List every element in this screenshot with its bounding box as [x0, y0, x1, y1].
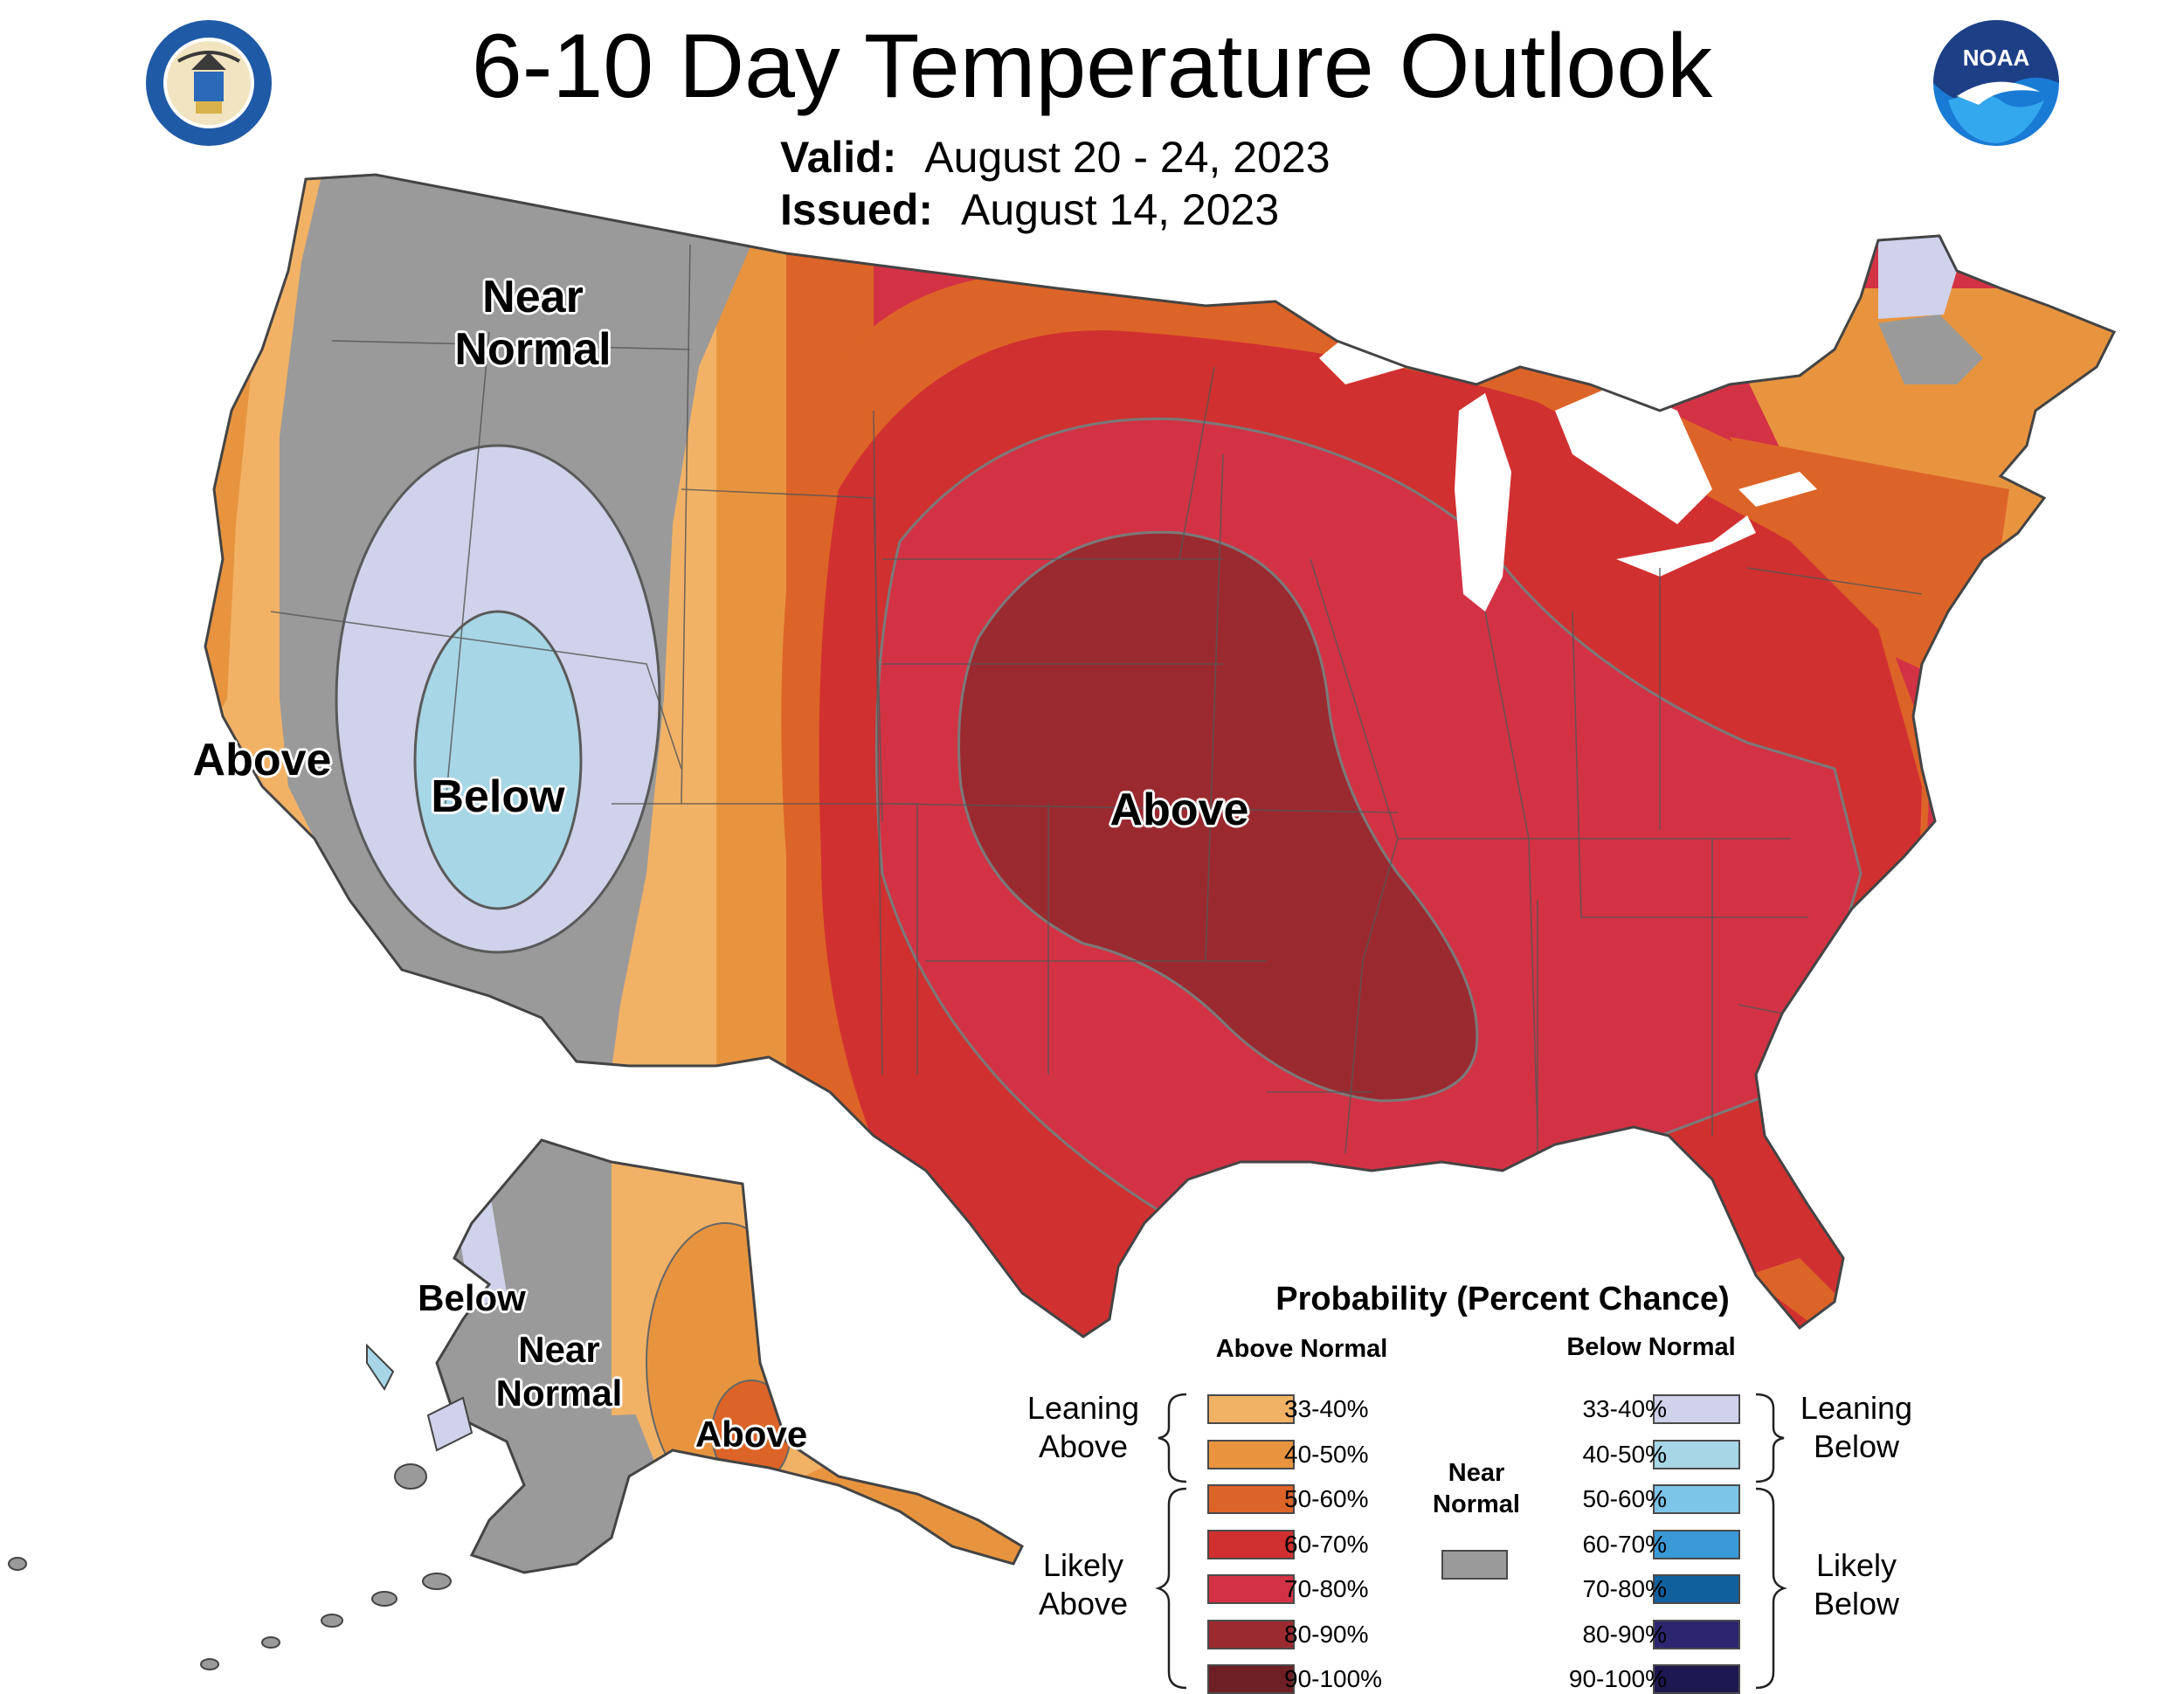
legend-above-label-1: 40-50%	[1284, 1441, 1369, 1468]
legend-above-swatch-6	[1207, 1664, 1295, 1694]
legend-above-swatch-1	[1207, 1440, 1295, 1469]
legend-braces-above	[1155, 1393, 1187, 1690]
legend-below-label-1: 40-50%	[1582, 1441, 1667, 1468]
legend-leaning-above: Leaning Above	[1026, 1390, 1140, 1464]
legend-above-swatch-3	[1207, 1530, 1295, 1559]
legend-below-swatch-2	[1653, 1484, 1740, 1514]
legend-below-label-0: 33-40%	[1582, 1395, 1667, 1422]
legend-below-swatch-4	[1653, 1574, 1740, 1604]
legend-below-label-6: 90-100%	[1568, 1665, 1667, 1692]
legend-above-swatch-5	[1207, 1620, 1295, 1649]
label-above-west-coast: Above	[192, 735, 332, 785]
page-title: 6-10 Day Temperature Outlook	[471, 16, 1713, 117]
label-below-west: Below	[431, 771, 565, 822]
legend-below-header: Below Normal	[1566, 1333, 1736, 1361]
legend-above-label-5: 80-90%	[1284, 1621, 1369, 1648]
commerce-seal-logo	[146, 20, 272, 146]
legend-above-swatch-2	[1207, 1484, 1295, 1514]
legend-leaning-below: Leaning Below	[1800, 1390, 1913, 1464]
legend-below-label-4: 70-80%	[1582, 1575, 1667, 1602]
legend-below-label-3: 60-70%	[1582, 1531, 1667, 1558]
legend-above-label-3: 60-70%	[1284, 1531, 1369, 1558]
noaa-logo: NOAA	[1933, 20, 2059, 146]
legend-above-label-4: 70-80%	[1284, 1575, 1369, 1602]
legend-title: Probability (Percent Chance)	[1275, 1281, 1730, 1317]
label-ak-near-normal: Near Normal	[495, 1329, 623, 1414]
legend-braces-below	[1755, 1393, 1787, 1690]
issued-value: August 14, 2023	[960, 185, 1280, 234]
state-boundaries	[270, 244, 1923, 1162]
legend-near-normal-swatch	[1441, 1550, 1508, 1580]
legend-above-label-0: 33-40%	[1284, 1395, 1369, 1422]
legend-below-swatch-1	[1653, 1440, 1740, 1469]
label-near-normal-west: Near Normal	[454, 272, 612, 375]
legend-below-label-5: 80-90%	[1582, 1621, 1667, 1648]
legend-above-swatch-4	[1207, 1574, 1295, 1604]
label-ak-above: Above	[695, 1414, 808, 1455]
legend-above-label-2: 50-60%	[1284, 1485, 1369, 1512]
valid-value: August 20 - 24, 2023	[924, 133, 1330, 182]
legend-near-normal-label: Near Normal	[1433, 1459, 1520, 1518]
label-above-central: Above	[1109, 785, 1249, 835]
legend-above-header: Above Normal	[1215, 1335, 1388, 1363]
legend-above-label-6: 90-100%	[1284, 1665, 1383, 1692]
valid-label: Valid:	[780, 133, 897, 182]
valid-line: Valid: August 20 - 24, 2023	[780, 133, 1330, 182]
noaa-logo-text: NOAA	[1963, 45, 2030, 71]
label-ak-below: Below	[418, 1277, 526, 1318]
issued-line: Issued: August 14, 2023	[780, 185, 1279, 234]
legend-likely-below: Likely Below	[1813, 1547, 1900, 1621]
issued-label: Issued:	[780, 185, 934, 234]
legend-below-swatch-5	[1653, 1620, 1740, 1649]
legend-below-label-2: 50-60%	[1582, 1485, 1667, 1512]
legend-likely-above: Likely Above	[1038, 1547, 1129, 1621]
legend-below-swatch-3	[1653, 1530, 1740, 1559]
legend-below-swatch-0	[1653, 1394, 1740, 1424]
legend-above-swatch-0	[1207, 1394, 1295, 1424]
